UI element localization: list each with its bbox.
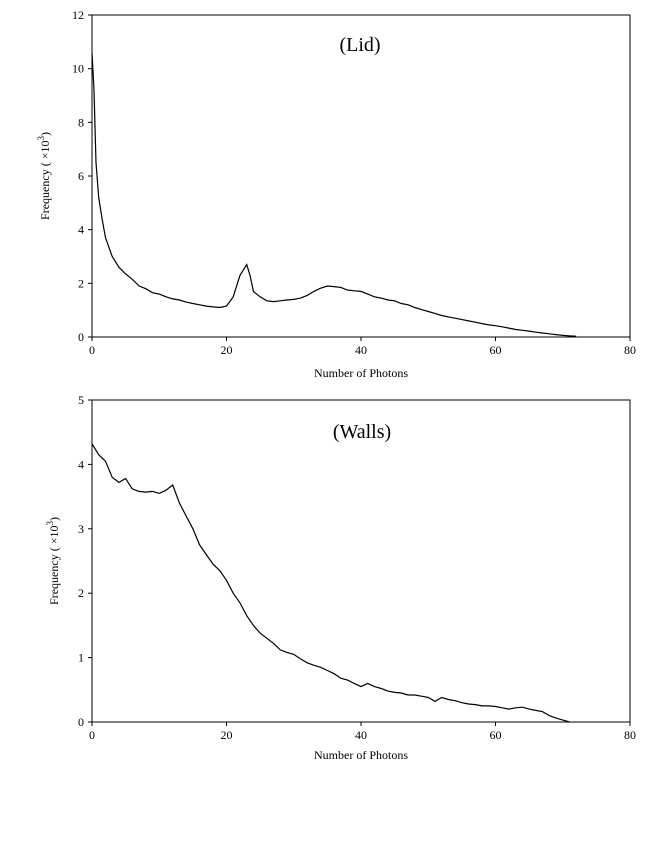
y-tick-label: 8 — [78, 115, 84, 129]
chart-panel-lid: (Lid) Number of Photons Frequency ( ×103… — [36, 8, 636, 380]
plot-frame — [91, 399, 631, 723]
y-tick-label: 0 — [78, 330, 84, 344]
series-line-walls — [91, 443, 570, 723]
y-tick-label: 1 — [78, 651, 84, 665]
x-tick-label: 20 — [221, 728, 233, 742]
y-tick-label: 5 — [78, 393, 84, 407]
x-tick-label: 0 — [89, 728, 95, 742]
y-axis-label-exponent: 3 — [36, 136, 46, 141]
x-tick-label: 60 — [490, 728, 502, 742]
panel-title: (Lid) — [339, 34, 380, 56]
panel-title: (Walls) — [333, 421, 391, 443]
y-axis-label: Frequency ( ×103) — [45, 517, 61, 605]
y-tick-label: 2 — [78, 586, 84, 600]
y-axis-label-close: ) — [38, 132, 52, 136]
x-axis-label: Number of Photons — [314, 366, 408, 380]
y-tick-label: 4 — [78, 457, 84, 471]
x-tick-label: 40 — [355, 343, 367, 357]
y-tick-label: 0 — [78, 715, 84, 729]
y-axis-label-text: Frequency ( ×10 — [38, 141, 52, 220]
plot-frame — [91, 14, 631, 338]
axis-ticks: 0 20 40 60 80 0 2 4 6 8 10 12 — [72, 8, 636, 357]
x-tick-label: 80 — [624, 728, 636, 742]
y-tick-label: 12 — [72, 8, 84, 22]
axis-ticks: 0 20 40 60 80 0 1 2 3 4 5 — [78, 393, 636, 742]
y-axis-label-text: Frequency ( ×10 — [47, 526, 61, 605]
x-axis-label: Number of Photons — [314, 748, 408, 762]
y-tick-label: 10 — [72, 62, 84, 76]
x-tick-label: 40 — [355, 728, 367, 742]
series-line-lid — [91, 52, 577, 337]
y-tick-label: 2 — [78, 276, 84, 290]
y-axis-label-exponent: 3 — [45, 521, 55, 526]
y-tick-label: 3 — [78, 522, 84, 536]
x-tick-label: 80 — [624, 343, 636, 357]
y-axis-label: Frequency ( ×103) — [36, 132, 52, 220]
x-tick-label: 0 — [89, 343, 95, 357]
chart-panel-walls: (Walls) Number of Photons Frequency ( ×1… — [45, 393, 636, 762]
x-tick-label: 20 — [221, 343, 233, 357]
y-axis-label-close: ) — [47, 517, 61, 521]
y-tick-label: 6 — [78, 169, 84, 183]
x-tick-label: 60 — [490, 343, 502, 357]
y-tick-label: 4 — [78, 223, 84, 237]
